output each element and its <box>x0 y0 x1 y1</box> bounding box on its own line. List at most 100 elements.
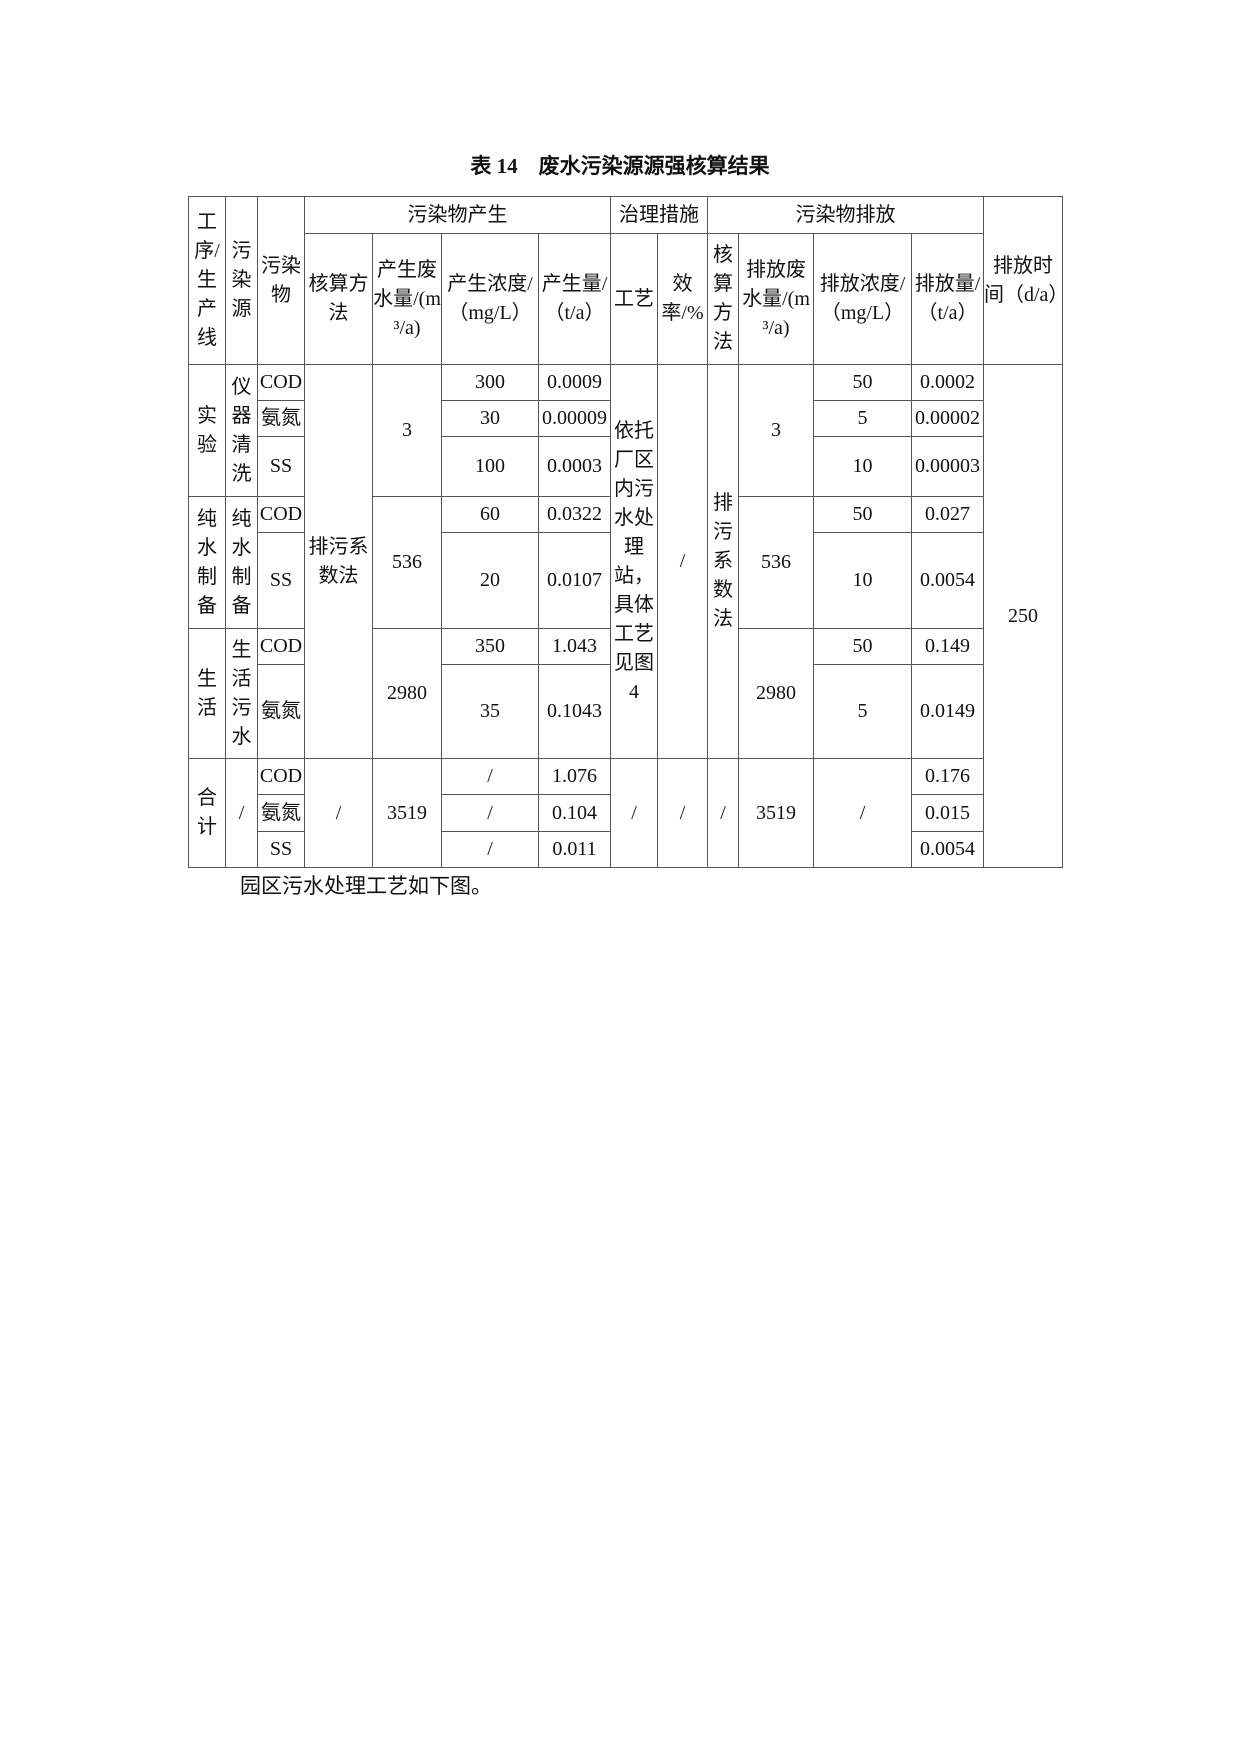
emis-amount-cell: 0.0054 <box>911 831 984 868</box>
header-cell: 产生量/（t/a） <box>538 233 611 365</box>
prod-water-cell: 2980 <box>372 628 442 759</box>
table-row: SS 20 0.0107 10 0.0054 <box>189 532 1063 629</box>
header-cell: 污染物产生 <box>304 196 611 234</box>
pollutant-cell: SS <box>257 831 305 868</box>
efficiency-cell: / <box>657 364 708 759</box>
prod-method-cell: / <box>304 758 373 868</box>
prod-amount-cell: 0.0003 <box>538 436 611 497</box>
source-cell: / <box>225 758 258 868</box>
emis-amount-cell: 0.149 <box>911 628 984 665</box>
source-cell: 仪器清洗 <box>225 364 258 497</box>
header-cell: 工艺 <box>610 233 658 365</box>
header-cell: 产生废水量/(m³/a) <box>372 233 442 365</box>
header-row: 工序/生产线 污染源 污染物 污染物产生 治理措施 污染物排放 排放时间（d/a… <box>188 196 1063 365</box>
table-title: 表 14 废水污染源源强核算结果 <box>470 154 770 178</box>
table-row: 纯水制备 纯水制备 COD 536 60 0.0322 536 50 0.027 <box>188 496 1063 629</box>
discharge-time-cell: 250 <box>983 364 1063 868</box>
prod-amount-cell: 1.076 <box>538 758 611 795</box>
prod-amount-cell: 0.0322 <box>538 496 611 533</box>
emis-amount-cell: 0.0149 <box>911 664 984 759</box>
header-cell: 效率/% <box>657 233 708 365</box>
emis-amount-cell: 0.0002 <box>911 364 984 401</box>
total-row: 氨氮 / 0.104 0.015 <box>189 794 1063 832</box>
total-row: 合计 / COD / 3519 / 1.076 / / / 3519 / 0.1… <box>188 758 1063 868</box>
prod-amount-cell: 0.011 <box>538 831 611 868</box>
header-cell: 核算方法 <box>707 233 739 365</box>
prod-conc-cell: 300 <box>441 364 539 401</box>
table-row: SS 100 0.0003 10 0.00003 <box>189 436 1063 497</box>
emis-conc-cell: 10 <box>813 532 912 629</box>
header-cell: 排放量/（t/a） <box>911 233 984 365</box>
prod-water-cell: 536 <box>372 496 442 629</box>
emis-conc-cell: / <box>813 758 912 868</box>
emis-water-cell: 3 <box>738 364 814 497</box>
emis-conc-cell: 50 <box>813 628 912 665</box>
prod-amount-cell: 0.0009 <box>538 364 611 401</box>
pollutant-cell: COD <box>257 496 305 533</box>
prod-conc-cell: / <box>441 831 539 868</box>
header-cell: 工序/生产线 <box>188 196 226 365</box>
header-cell: 污染物排放 <box>707 196 984 234</box>
header-cell: 治理措施 <box>610 196 708 234</box>
prod-conc-cell: 100 <box>441 436 539 497</box>
prod-conc-cell: 30 <box>441 400 539 437</box>
source-cell: 生活污水 <box>225 628 258 759</box>
prod-conc-cell: / <box>441 758 539 795</box>
craft-cell: 依托厂区内污水处理站，具体工艺见图4 <box>610 364 658 759</box>
prod-conc-cell: / <box>441 794 539 832</box>
pollutant-cell: 氨氮 <box>257 400 305 437</box>
pollutant-cell: COD <box>257 758 305 795</box>
table-row: 实验 仪器清洗 COD 排污系数法 3 300 0.0009 依托厂区内污水处理… <box>188 364 1063 868</box>
emis-amount-cell: 0.015 <box>911 794 984 832</box>
emis-water-cell: 3519 <box>738 758 814 868</box>
emis-conc-cell: 5 <box>813 400 912 437</box>
pollutant-cell: COD <box>257 364 305 401</box>
efficiency-cell: / <box>657 758 708 868</box>
header-cell: 排放废水量/(m³/a) <box>738 233 814 365</box>
emis-method-cell: 排污系数法 <box>707 364 739 759</box>
prod-method-cell: 排污系数法 <box>304 364 373 759</box>
process-cell: 实验 <box>188 364 226 497</box>
emis-conc-cell: 50 <box>813 364 912 401</box>
emis-amount-cell: 0.027 <box>911 496 984 533</box>
emis-amount-cell: 0.00002 <box>911 400 984 437</box>
emis-water-cell: 536 <box>738 496 814 629</box>
pollutant-cell: 氨氮 <box>257 664 305 759</box>
prod-conc-cell: 35 <box>441 664 539 759</box>
process-cell: 生活 <box>188 628 226 759</box>
table-row: 氨氮 35 0.1043 5 0.0149 <box>189 664 1063 759</box>
prod-conc-cell: 20 <box>441 532 539 629</box>
emis-conc-cell: 50 <box>813 496 912 533</box>
header-cell: 排放时间（d/a） <box>983 196 1063 365</box>
header-cell: 产生浓度/（mg/L） <box>441 233 539 365</box>
emis-conc-cell: 5 <box>813 664 912 759</box>
wastewater-source-table: 工序/生产线 污染源 污染物 污染物产生 治理措施 污染物排放 排放时间（d/a… <box>188 196 1063 868</box>
emis-amount-cell: 0.00003 <box>911 436 984 497</box>
emis-conc-cell: 10 <box>813 436 912 497</box>
emis-amount-cell: 0.176 <box>911 758 984 795</box>
emis-amount-cell: 0.0054 <box>911 532 984 629</box>
emis-method-cell: / <box>707 758 739 868</box>
pollutant-cell: SS <box>257 436 305 497</box>
total-row: SS / 0.011 0.0054 <box>189 831 1063 868</box>
prod-conc-cell: 350 <box>441 628 539 665</box>
source-cell: 纯水制备 <box>225 496 258 629</box>
pollutant-cell: 氨氮 <box>257 794 305 832</box>
header-cell: 污染源 <box>225 196 258 365</box>
header-cell: 污染物 <box>257 196 305 365</box>
prod-amount-cell: 1.043 <box>538 628 611 665</box>
prod-amount-cell: 0.1043 <box>538 664 611 759</box>
pollutant-cell: SS <box>257 532 305 629</box>
header-row: 核算方法 产生废水量/(m³/a) 产生浓度/（mg/L） 产生量/（t/a） … <box>189 233 1063 365</box>
process-cell: 纯水制备 <box>188 496 226 629</box>
body-paragraph: 园区污水处理工艺如下图。 <box>240 874 492 898</box>
prod-water-cell: 3 <box>372 364 442 497</box>
prod-amount-cell: 0.104 <box>538 794 611 832</box>
process-cell: 合计 <box>188 758 226 868</box>
table-row: 氨氮 30 0.00009 5 0.00002 <box>189 400 1063 437</box>
emis-water-cell: 2980 <box>738 628 814 759</box>
pollutant-cell: COD <box>257 628 305 665</box>
header-cell: 排放浓度/（mg/L） <box>813 233 912 365</box>
prod-conc-cell: 60 <box>441 496 539 533</box>
prod-amount-cell: 0.0107 <box>538 532 611 629</box>
